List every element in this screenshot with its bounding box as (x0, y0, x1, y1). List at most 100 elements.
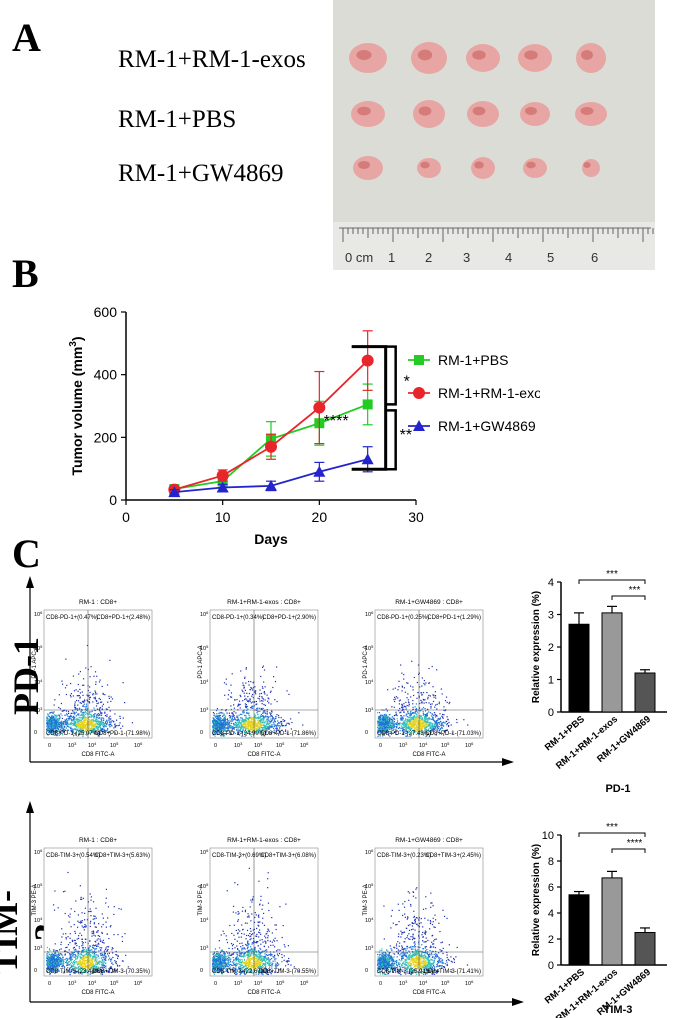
flow-tick: 105 (365, 644, 374, 652)
flow-tick: 106 (134, 741, 143, 749)
ruler-label: 6 (591, 250, 598, 265)
bar-significance: *** (606, 822, 618, 833)
flow-tick: 105 (200, 644, 209, 652)
flow-tick: 103 (399, 979, 408, 987)
bar-y-tick: 0 (548, 707, 554, 719)
bar-y-tick: 8 (548, 856, 554, 868)
flow-tick: 103 (200, 944, 209, 952)
significance-bracket (351, 345, 388, 471)
data-point (361, 453, 374, 465)
flow-tick: 104 (200, 678, 209, 686)
bar-y-label: Relative expression (%) (531, 844, 542, 956)
data-point (361, 354, 374, 367)
quadrant-label: CD8+TIM-3+(2.45%) (425, 853, 481, 859)
flow-tick: 0 (214, 743, 217, 749)
data-point (168, 486, 181, 498)
flow-tick: 105 (365, 882, 374, 890)
quadrant-label: CD8-PD-1-(25.07%) (46, 731, 100, 737)
flow-tick: 103 (68, 979, 77, 987)
flow-plot-title: RM-1+RM-1-exos : CD8+ (227, 599, 301, 606)
tumor-sample (523, 158, 547, 178)
bar (568, 623, 590, 713)
y-tick-label: 0 (109, 492, 117, 508)
significance-bracket (385, 409, 397, 471)
flow-tick: 0 (379, 743, 382, 749)
bar-y-tick: 1 (548, 675, 554, 687)
quadrant-label: CD8-PD-1+(0.47%) (46, 615, 98, 621)
flow-plot-title: RM-1+RM-1-exos : CD8+ (227, 837, 301, 844)
flow-tick: 0 (214, 981, 217, 987)
flow-x-label: CD8 FITC-A (413, 990, 446, 996)
group-label-pbs: RM-1+PBS (118, 106, 237, 133)
flow-tick: 103 (68, 741, 77, 749)
panel-label-c: C (12, 531, 41, 576)
legend-label: RM-1+GW4869 (438, 418, 536, 434)
bar-y-tick: 2 (548, 934, 554, 946)
quadrant-label: CD8-TIM-3+(0.23%) (377, 853, 431, 859)
flow-tick: 0 (34, 730, 37, 736)
flow-tick: 104 (365, 678, 374, 686)
x-tick-label: 0 (122, 509, 130, 525)
bar-significance: *** (606, 570, 618, 580)
flow-tick: 106 (465, 979, 474, 987)
flow-x-label: CD8 FITC-A (413, 752, 446, 758)
ruler-label: 4 (505, 250, 512, 265)
flow-tick: 103 (365, 706, 374, 714)
y-tick-label: 400 (94, 367, 118, 383)
quadrant-label: CD8+PD-1+(1.29%) (427, 615, 481, 621)
legend-label: RM-1+RM-1-exos (438, 385, 540, 401)
bar-y-tick: 4 (548, 908, 554, 920)
data-point (313, 401, 326, 414)
flow-tick: 104 (34, 678, 43, 686)
flow-tick: 105 (110, 741, 119, 749)
quadrant-label: CD8+PD-1+(2.90%) (262, 615, 316, 621)
flow-tick: 104 (419, 979, 428, 987)
flow-plot-title: RM-1 : CD8+ (79, 599, 117, 606)
significance-label: * (404, 374, 410, 391)
tumor-sample (520, 102, 550, 126)
bar (568, 894, 590, 966)
panel-c-frame (26, 576, 524, 1006)
flow-tick: 106 (134, 979, 143, 987)
flow-tick: 106 (200, 848, 209, 856)
panel-label-a: A (12, 15, 41, 60)
bar-y-label: Relative expression (%) (531, 591, 542, 703)
quadrant-label: CD8-TIM-3-(25.91%) (377, 969, 433, 975)
flow-tick: 0 (34, 968, 37, 974)
flow-tick: 106 (300, 979, 309, 987)
flow-tick: 105 (34, 882, 43, 890)
flow-y-label: TIM-3 PE-A (363, 884, 369, 915)
flow-tick: 103 (34, 944, 43, 952)
quadrant-label: CD8+TIM-3-(70.35%) (92, 969, 150, 975)
quadrant-label: CD8-TIM-3-(23.48%) (46, 969, 102, 975)
flow-tick: 0 (379, 981, 382, 987)
flow-plot: RM-1 : CD8+ CD8-TIM-3+(0.54%)CD8+TIM-3+(5… (32, 837, 153, 996)
x-axis-label: Days (254, 531, 288, 547)
flow-tick: 0 (200, 730, 203, 736)
flow-tick: 0 (48, 743, 51, 749)
flow-plot: RM-1+GW4869 : CD8+CD8-TIM-3+(0.23%)CD8+T… (363, 837, 484, 996)
quadrant-label: CD8-PD-1-(27.43%) (377, 731, 431, 737)
bar-y-tick: 4 (548, 577, 554, 589)
flow-y-label: TIM-3 PE-A (32, 884, 38, 915)
data-point (265, 440, 277, 453)
ruler-label: 2 (425, 250, 432, 265)
flow-tick: 0 (365, 968, 368, 974)
group-label-gw4869: RM-1+GW4869 (118, 160, 284, 187)
flow-tick: 104 (200, 916, 209, 924)
flow-tick: 105 (441, 979, 450, 987)
flow-x-label: CD8 FITC-A (82, 752, 115, 758)
quadrant-label: CD8-PD-1+(0.34%) (212, 615, 264, 621)
flow-tick: 104 (88, 741, 97, 749)
flow-tick: 105 (441, 741, 450, 749)
ruler-label: 5 (547, 250, 554, 265)
quadrant-label: CD8+PD-1-(71.98%) (94, 731, 150, 737)
flow-tick: 104 (365, 916, 374, 924)
flow-x-label: CD8 FITC-A (248, 990, 281, 996)
quadrant-label: CD8+TIM-3+(6.08%) (260, 853, 316, 859)
bar-y-tick: 0 (548, 960, 554, 972)
flow-tick: 105 (276, 979, 285, 987)
ruler-label: 0 cm (345, 250, 373, 265)
flow-tick: 0 (365, 730, 368, 736)
